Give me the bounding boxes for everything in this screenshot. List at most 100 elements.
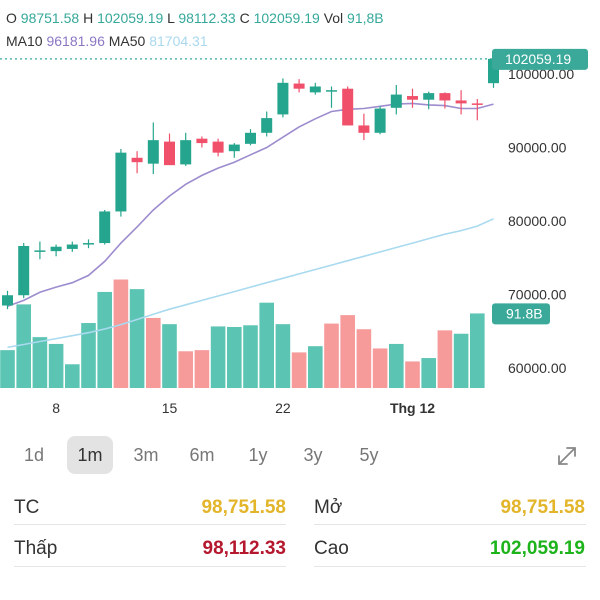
volume-bar [259, 302, 274, 388]
candle-body [358, 125, 370, 133]
candle-body [147, 140, 159, 164]
candle-body [326, 90, 337, 92]
volume-bar [210, 326, 226, 388]
divider [14, 566, 286, 567]
volume-bar [470, 313, 485, 388]
volume-bar [97, 291, 112, 388]
candle-body [66, 244, 78, 249]
volume-bar [81, 323, 96, 388]
ma10-label: MA10 [6, 33, 43, 49]
volume-bar [453, 333, 469, 388]
candle-body [228, 144, 240, 152]
volume-bar [146, 317, 161, 388]
open-label: O [6, 10, 17, 26]
low-label: L [167, 10, 175, 26]
volume-bar [356, 329, 372, 388]
candle-body [342, 88, 354, 126]
volume-bar [65, 364, 80, 388]
ma50-line [7, 218, 494, 349]
volume-label: Vol [323, 10, 344, 26]
volume-bar [372, 348, 388, 388]
candle-body [261, 118, 273, 133]
volume-bar [162, 324, 177, 388]
x-tick-label: 8 [52, 400, 60, 416]
volume-bar [0, 350, 15, 388]
candle-body [439, 93, 451, 101]
y-tick-label: 80000.00 [508, 213, 567, 229]
thap-label: Thấp [14, 538, 58, 559]
volume-bar [421, 358, 436, 388]
x-tick-label: Thg 12 [390, 400, 435, 416]
candle-body [196, 138, 208, 144]
candle-body [83, 243, 94, 245]
volume-bar [129, 289, 145, 388]
candle-body [34, 250, 46, 252]
volume-bar [291, 352, 307, 388]
thap-value: 98,112.33 [202, 538, 286, 559]
candlestick-chart[interactable]: 60000.00 70000.00 80000.00 90000.00 100000.0… [0, 0, 600, 430]
mo-value: 98,751.58 [500, 497, 585, 518]
y-tick-label: 60000.00 [508, 360, 567, 376]
candle-body [115, 152, 127, 212]
range-3y-button[interactable]: 3y [303, 445, 323, 465]
candle-body [18, 245, 30, 296]
cao-label: Cao [314, 538, 349, 559]
candle-body [99, 211, 111, 244]
divider [314, 524, 586, 525]
range-1d-button[interactable]: 1d [23, 445, 45, 465]
candle-body [455, 100, 467, 104]
price-tag-label: 102059.19 [505, 51, 571, 67]
candle-body [309, 86, 321, 93]
candle-body [2, 295, 13, 306]
candle-body [277, 82, 289, 115]
candle-body [212, 141, 224, 153]
divider [314, 566, 586, 567]
close-value: 102059.19 [253, 10, 320, 26]
range-selector: 1d 1m 3m 6m 1y 3y 5y [0, 436, 600, 476]
range-1m-button[interactable]: 1m [67, 436, 113, 474]
candle-body [131, 157, 143, 163]
range-6m-button[interactable]: 6m [189, 445, 215, 465]
mo-label: Mở [314, 497, 343, 518]
volume-bar [32, 337, 48, 388]
volume-bar [194, 350, 210, 388]
ma-readout: MA10 96181.96 MA50 81704.31 [6, 33, 208, 49]
close-label: C [239, 10, 250, 26]
x-tick-label: 15 [162, 400, 178, 416]
candle-body [164, 141, 175, 166]
candle-body [293, 83, 305, 89]
volume-bar [308, 346, 323, 388]
ma50-value: 81704.31 [149, 33, 208, 49]
y-tick-label: 70000.00 [508, 287, 567, 303]
volume-bar [340, 315, 355, 388]
open-value: 98751.58 [20, 10, 80, 26]
tc-value: 98,751.58 [201, 497, 286, 518]
y-tick-label: 100000.00 [508, 66, 574, 82]
volume-bar [437, 330, 453, 388]
candle-body [488, 58, 499, 84]
candle-body [423, 93, 435, 100]
volume-bar [243, 325, 258, 388]
volume-bar [178, 351, 193, 388]
volume-tag [492, 303, 550, 325]
volume-tag-label: 91.8B [506, 305, 543, 321]
high-label: H [83, 10, 94, 26]
candle-body [390, 94, 402, 108]
volume-bar [48, 343, 64, 388]
low-value: 98112.33 [178, 10, 236, 26]
range-1y-button[interactable]: 1y [248, 445, 268, 465]
range-3m-button[interactable]: 3m [133, 445, 159, 465]
cao-value: 102,059.19 [489, 538, 585, 559]
divider [14, 524, 286, 525]
expand-icon[interactable] [556, 445, 578, 467]
volume-bar [113, 279, 129, 388]
ohlc-readout: O 98751.58 H 102059.19 L 98112.33 C 1020… [6, 10, 384, 26]
candle-body [180, 140, 192, 165]
candle-body [471, 103, 483, 105]
volume-bar [16, 304, 31, 388]
range-5y-button[interactable]: 5y [359, 445, 379, 465]
candle-body [50, 246, 62, 252]
volume-value: 91,8B [347, 10, 384, 26]
ma10-value: 96181.96 [46, 33, 105, 49]
volume-bar [405, 361, 420, 388]
